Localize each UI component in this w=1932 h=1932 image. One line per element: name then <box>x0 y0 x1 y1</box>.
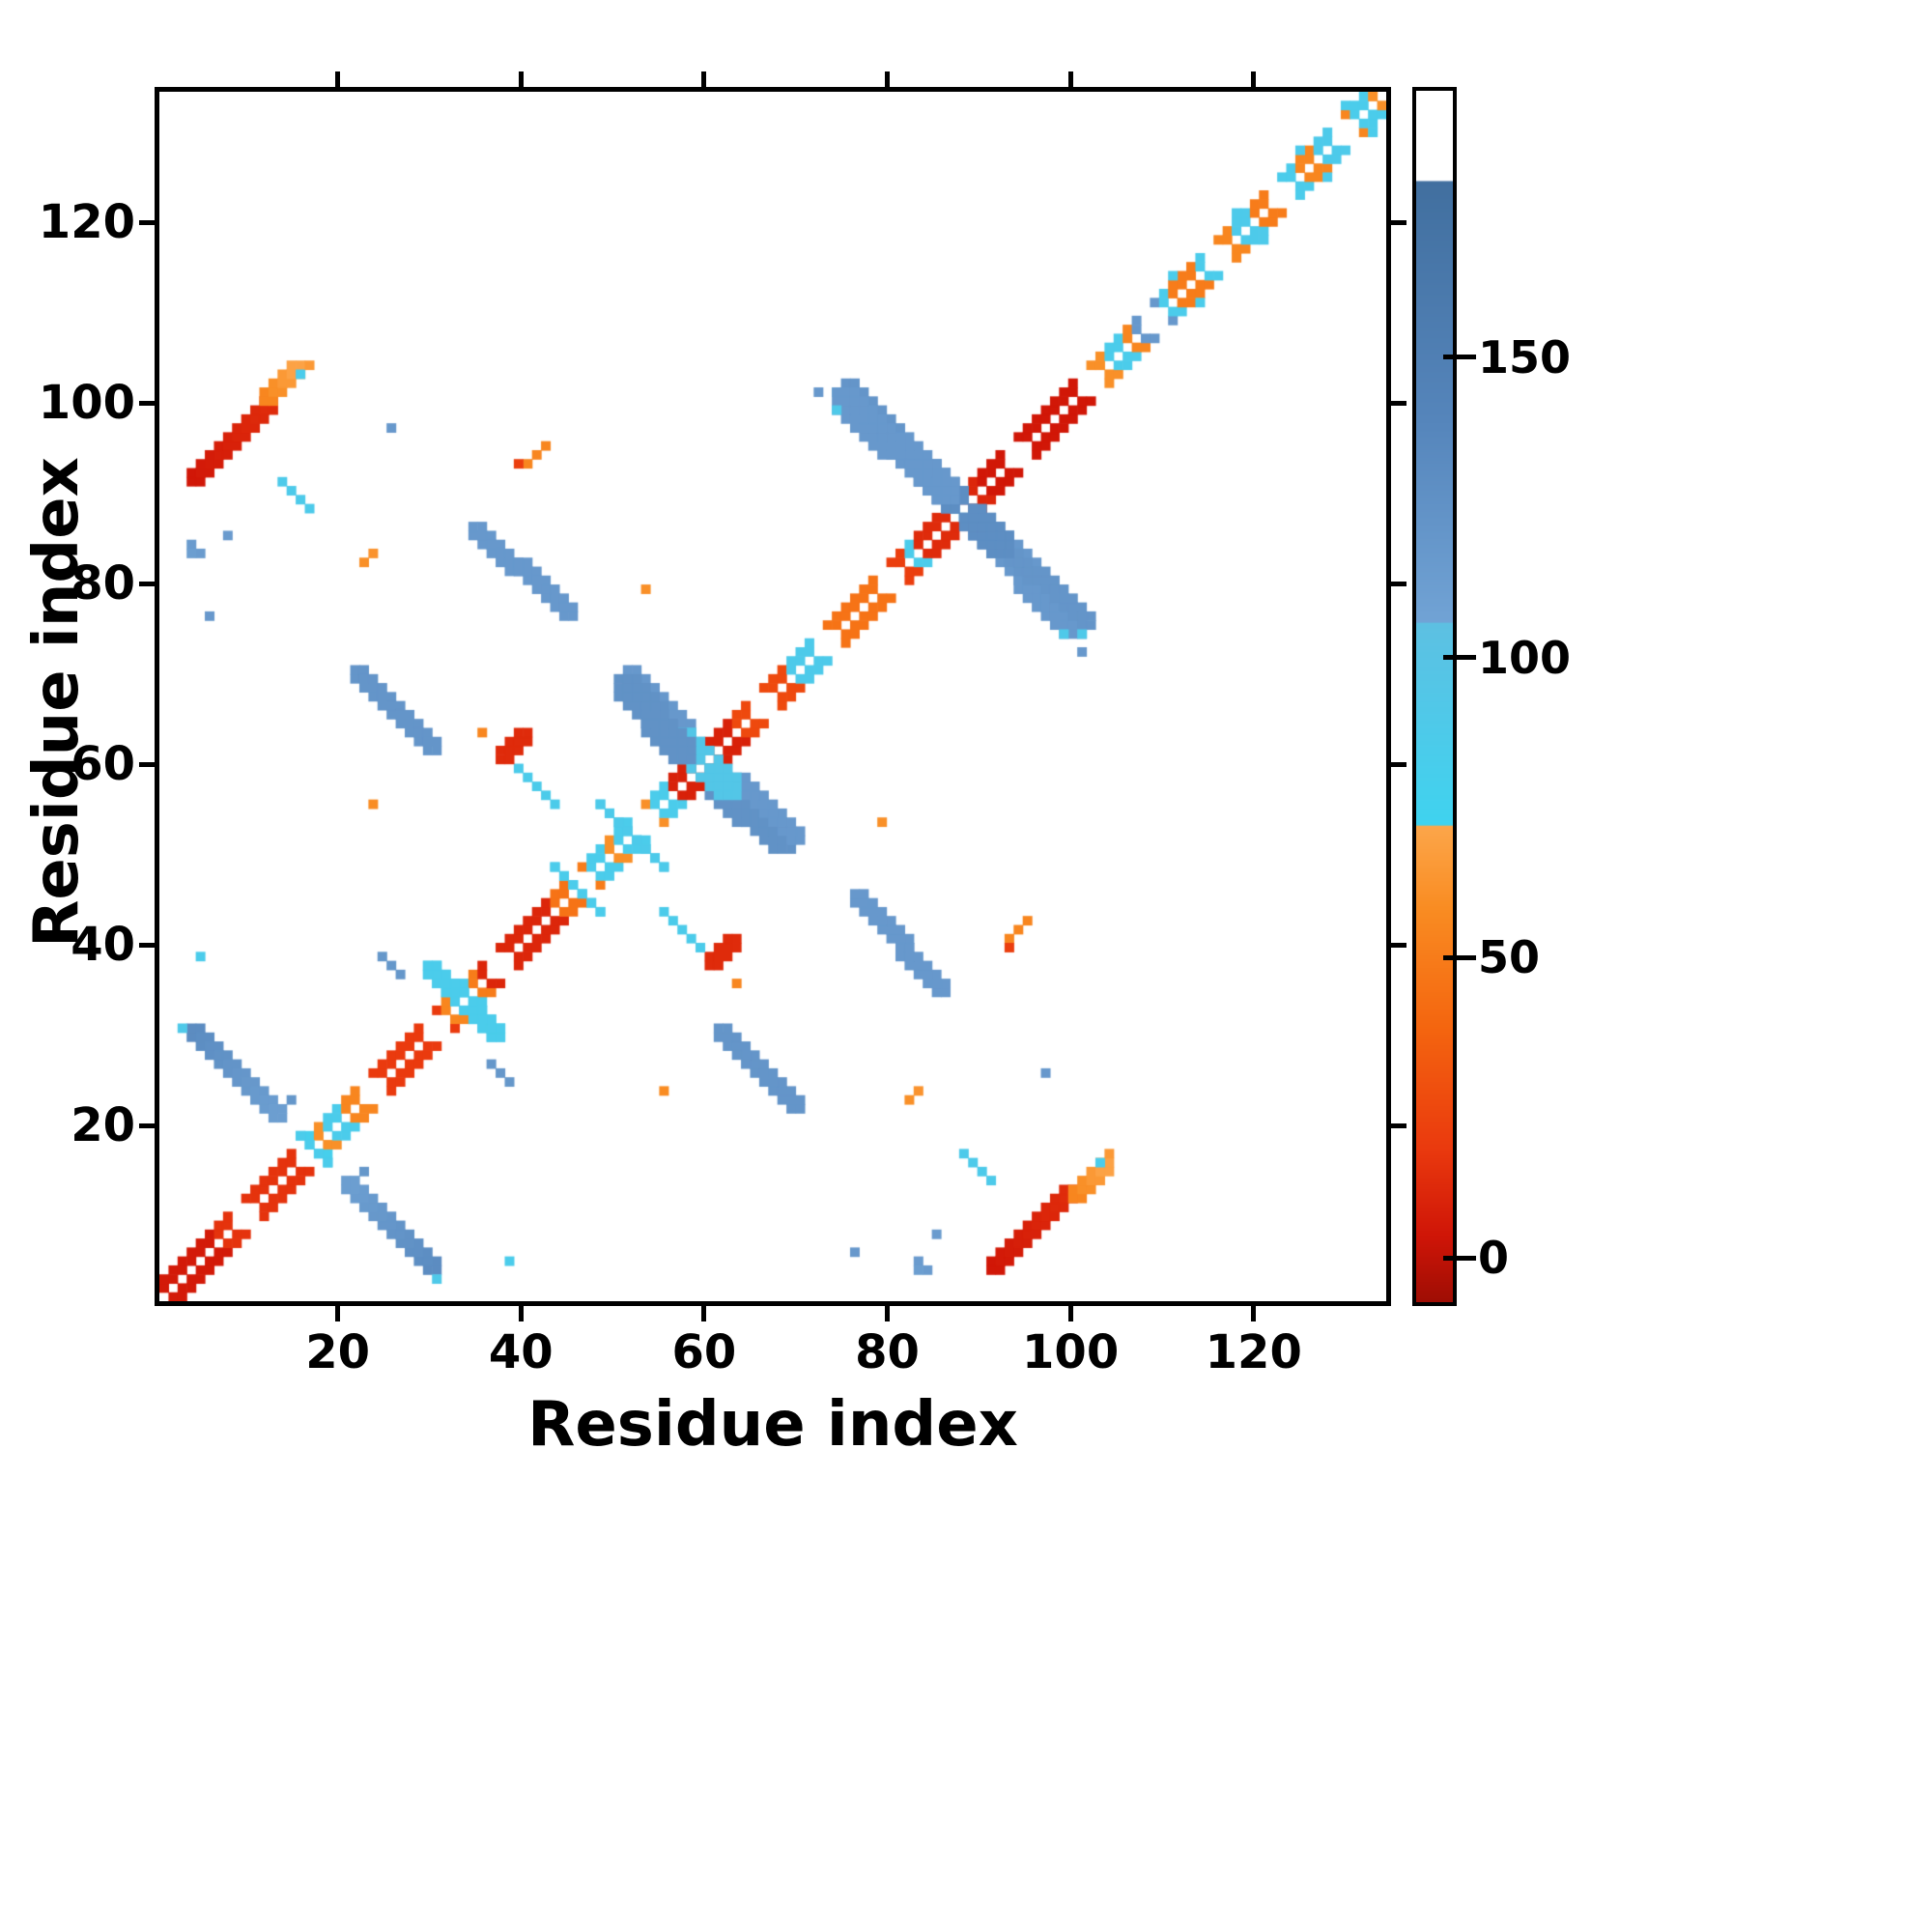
y-tick-label: 80 <box>71 556 135 611</box>
x-tick-label: 40 <box>488 1325 554 1379</box>
x-tick-label: 20 <box>305 1325 371 1379</box>
y-tick-mark-right <box>1391 942 1406 948</box>
y-tick-label: 120 <box>38 195 135 250</box>
heatmap-canvas <box>159 92 1386 1301</box>
x-tick-mark <box>335 1306 341 1321</box>
y-tick-mark <box>139 581 155 586</box>
colorbar-tick-mark <box>1443 954 1476 960</box>
x-tick-label: 120 <box>1205 1325 1302 1379</box>
x-tick-mark <box>701 1306 707 1321</box>
y-tick-label: 60 <box>71 737 135 792</box>
x-tick-mark-top <box>1251 71 1257 87</box>
colorbar-tick-mark <box>1443 355 1476 360</box>
colorbar <box>1412 87 1457 1306</box>
x-tick-mark <box>1251 1306 1257 1321</box>
colorbar-tick-label: 100 <box>1478 631 1572 684</box>
colorbar-tick-mark <box>1443 1255 1476 1261</box>
y-tick-mark <box>139 400 155 406</box>
y-tick-mark-right <box>1391 1122 1406 1128</box>
x-tick-mark <box>518 1306 524 1321</box>
y-tick-mark-right <box>1391 761 1406 767</box>
x-tick-mark <box>1067 1306 1073 1321</box>
x-tick-label: 80 <box>855 1325 920 1379</box>
x-tick-mark-top <box>1067 71 1073 87</box>
x-tick-mark-top <box>885 71 891 87</box>
x-tick-mark-top <box>701 71 707 87</box>
y-tick-mark <box>139 761 155 767</box>
x-axis-label: Residue index <box>527 1389 1018 1461</box>
y-tick-mark <box>139 942 155 948</box>
y-tick-mark-right <box>1391 219 1406 225</box>
y-tick-label: 100 <box>38 376 135 431</box>
y-tick-mark-right <box>1391 400 1406 406</box>
y-tick-mark-right <box>1391 581 1406 586</box>
y-tick-mark <box>139 1122 155 1128</box>
y-tick-mark <box>139 219 155 225</box>
x-tick-mark-top <box>518 71 524 87</box>
x-tick-label: 100 <box>1022 1325 1120 1379</box>
x-tick-mark <box>885 1306 891 1321</box>
colorbar-tick-label: 0 <box>1478 1232 1510 1285</box>
plot-area <box>155 87 1391 1306</box>
colorbar-tick-label: 50 <box>1478 931 1541 984</box>
y-tick-label: 40 <box>71 918 135 973</box>
y-tick-label: 20 <box>71 1098 135 1153</box>
colorbar-tick-label: 150 <box>1478 330 1572 384</box>
x-tick-mark-top <box>335 71 341 87</box>
x-tick-label: 60 <box>671 1325 737 1379</box>
colorbar-canvas <box>1416 91 1453 1302</box>
colorbar-tick-mark <box>1443 655 1476 661</box>
